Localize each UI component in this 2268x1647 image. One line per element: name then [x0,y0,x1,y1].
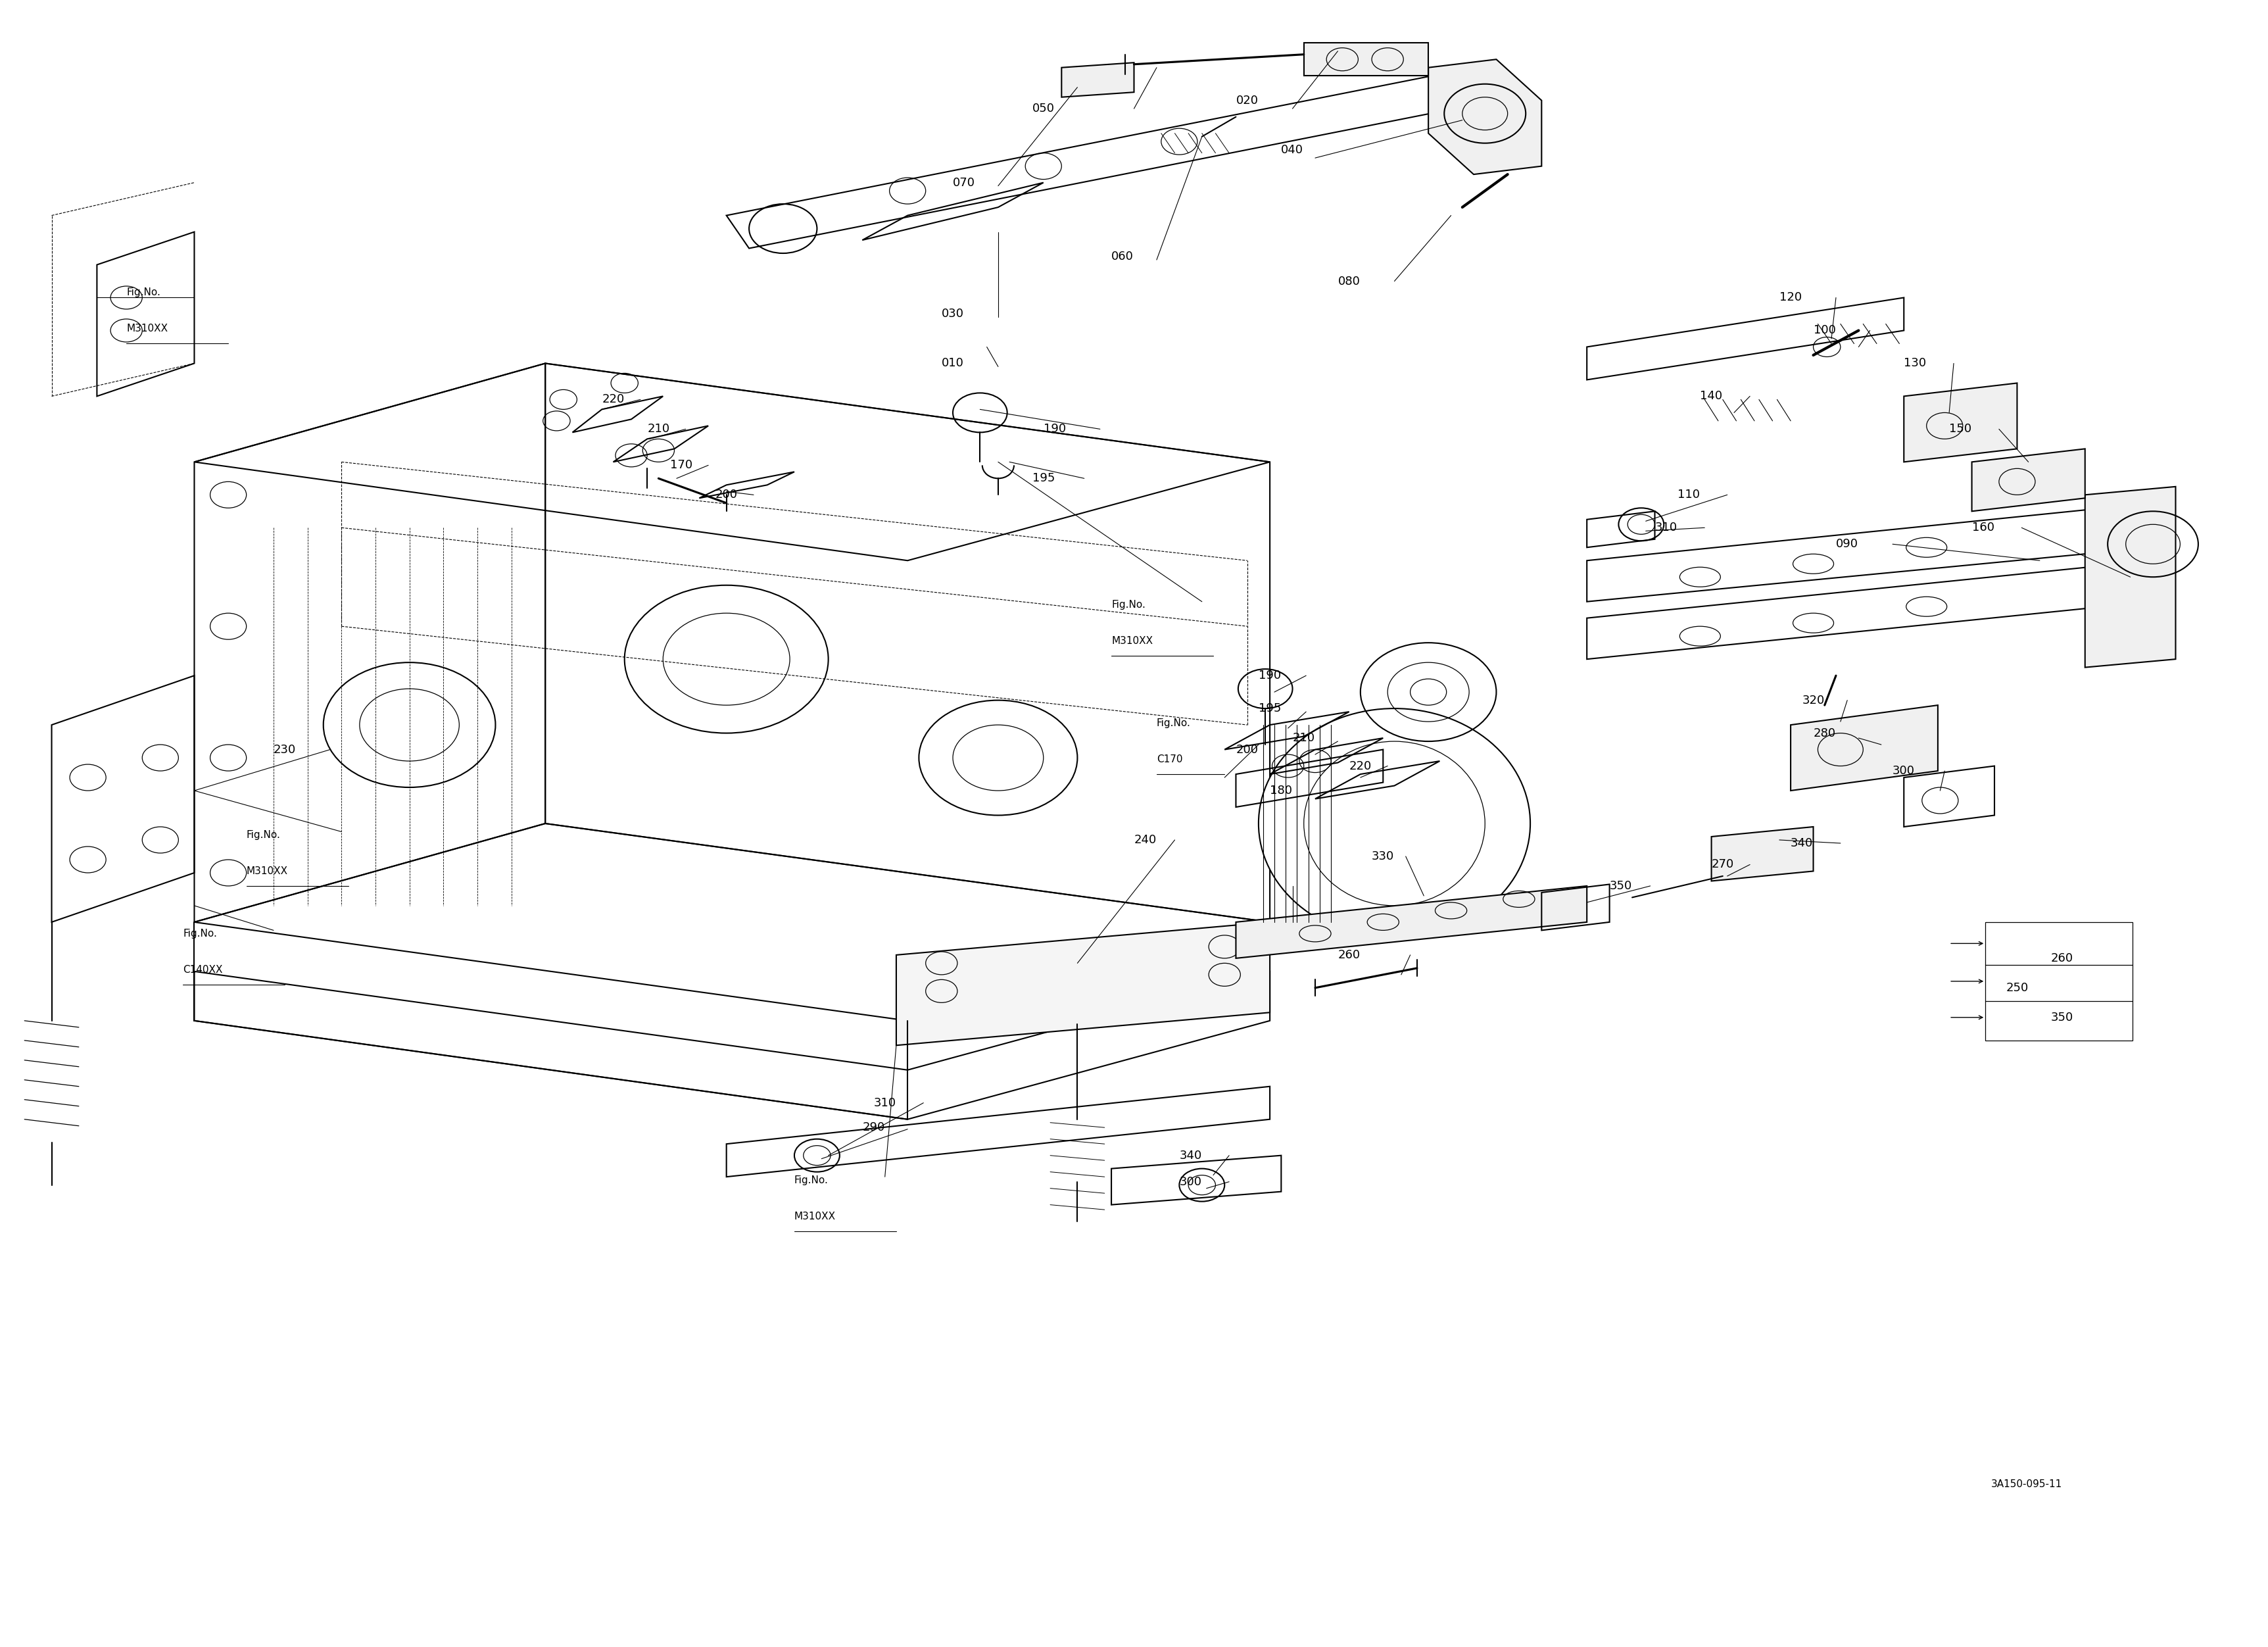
Polygon shape [1971,450,2084,511]
Text: 300: 300 [1179,1176,1202,1187]
Polygon shape [1429,59,1542,175]
Text: 3A150-095-11: 3A150-095-11 [1991,1479,2062,1489]
Text: 190: 190 [1043,423,1066,435]
Text: 350: 350 [2050,1011,2073,1023]
Text: 330: 330 [1372,850,1395,863]
Text: 050: 050 [1032,102,1055,115]
Text: M310XX: M310XX [127,324,168,334]
Text: M310XX: M310XX [247,866,288,876]
Text: 060: 060 [1111,250,1134,262]
Polygon shape [896,922,1270,1046]
Text: 340: 340 [1179,1150,1202,1161]
Polygon shape [1061,63,1134,97]
Text: Fig.No.: Fig.No. [184,929,218,939]
Text: 310: 310 [873,1097,896,1108]
Text: 110: 110 [1678,489,1699,501]
Text: 260: 260 [1338,949,1361,960]
Text: 140: 140 [1701,390,1721,402]
Text: 220: 220 [601,394,624,405]
Text: 340: 340 [1792,837,1812,850]
Text: M310XX: M310XX [1111,636,1152,646]
Text: 310: 310 [1656,522,1678,534]
Text: 080: 080 [1338,275,1361,287]
Text: 300: 300 [1892,764,1914,777]
Text: 280: 280 [1814,728,1835,740]
Text: 020: 020 [1236,94,1259,107]
Text: 290: 290 [862,1122,885,1133]
Text: 090: 090 [1837,539,1857,550]
Text: 200: 200 [714,489,737,501]
Polygon shape [1236,886,1588,959]
Polygon shape [2084,486,2175,667]
Text: 160: 160 [1971,522,1994,534]
Polygon shape [1792,705,1937,791]
Text: 170: 170 [669,460,692,471]
Text: Fig.No.: Fig.No. [1157,718,1191,728]
Text: 100: 100 [1814,324,1835,336]
Text: 350: 350 [1610,879,1633,893]
Text: 150: 150 [1948,423,1971,435]
Text: Fig.No.: Fig.No. [1111,600,1145,609]
Text: 190: 190 [1259,670,1281,682]
Text: 260: 260 [2050,952,2073,963]
Text: 070: 070 [953,176,975,188]
Text: Fig.No.: Fig.No. [794,1176,828,1186]
Ellipse shape [1259,708,1531,939]
Text: 120: 120 [1780,292,1801,303]
Text: 010: 010 [941,357,964,369]
Text: 040: 040 [1281,143,1304,156]
Text: 240: 240 [1134,833,1157,847]
Text: C140XX: C140XX [184,965,222,975]
Text: 030: 030 [941,308,964,320]
Text: 210: 210 [646,423,669,435]
Text: Fig.No.: Fig.No. [247,830,281,840]
Ellipse shape [1304,741,1486,906]
Text: 220: 220 [1349,759,1372,772]
Polygon shape [1712,827,1814,881]
Text: 130: 130 [1903,357,1926,369]
Bar [1984,922,2132,1041]
Text: Fig.No.: Fig.No. [127,288,161,298]
Text: 270: 270 [1712,858,1735,871]
Text: M310XX: M310XX [794,1211,837,1220]
Text: 200: 200 [1236,744,1259,756]
Text: 195: 195 [1032,473,1055,484]
Text: 230: 230 [274,744,297,756]
Polygon shape [1304,43,1429,76]
Text: C170: C170 [1157,754,1182,764]
Text: 250: 250 [2005,982,2028,993]
Polygon shape [1903,384,2016,461]
Text: 180: 180 [1270,784,1293,797]
Text: 195: 195 [1259,703,1281,715]
Text: 320: 320 [1803,695,1823,707]
Text: 210: 210 [1293,733,1315,744]
